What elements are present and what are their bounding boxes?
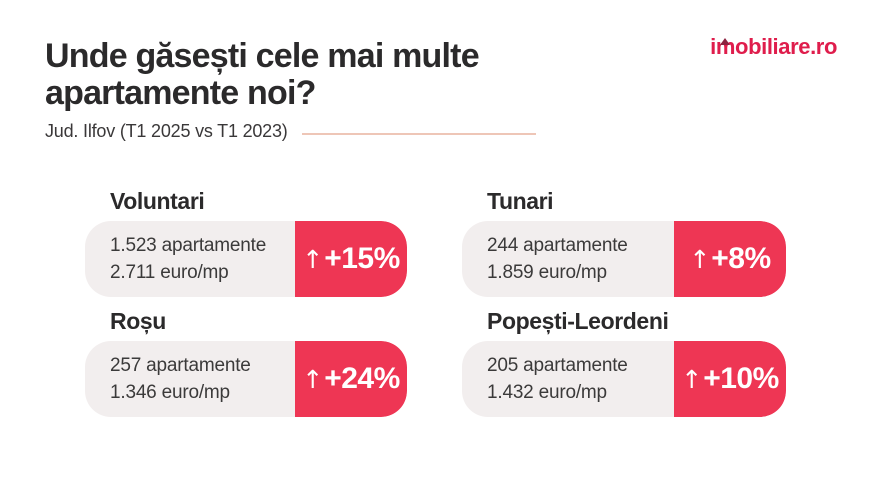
card-tunari: Tunari 244 apartamente 1.859 euro/mp ↑ +… [462, 188, 786, 297]
card-rosu: Roșu 257 apartamente 1.346 euro/mp ↑ +24… [85, 308, 407, 417]
arrow-up-icon: ↑ [302, 364, 324, 394]
logo-part1: i [710, 34, 716, 59]
logo-part3: obiliare.ro [735, 34, 837, 59]
price-per-sqm: 1.859 euro/mp [487, 261, 607, 283]
stat-pill: 205 apartamente 1.432 euro/mp ↑ +10% [462, 341, 786, 417]
apartments-count: 257 apartamente [110, 354, 251, 376]
card-voluntari: Voluntari 1.523 apartamente 2.711 euro/m… [85, 188, 407, 297]
apartments-count: 244 apartamente [487, 234, 628, 256]
stat-pill: 257 apartamente 1.346 euro/mp ↑ +24% [85, 341, 407, 417]
arrow-up-icon: ↑ [681, 364, 703, 394]
change-percent: +8% [711, 242, 771, 275]
page-title: Unde găsești cele mai multe apartamente … [45, 37, 480, 113]
page-title-line2: apartamente noi? [45, 74, 316, 113]
apartments-count: 1.523 apartamente [110, 234, 267, 256]
card-title: Roșu [110, 308, 166, 334]
arrow-up-icon: ↑ [302, 244, 324, 274]
change-badge: ↑ +15% [295, 221, 407, 297]
stat-pill: 244 apartamente 1.859 euro/mp ↑ +8% [462, 221, 786, 297]
apartments-count: 205 apartamente [487, 354, 628, 376]
change-badge: ↑ +8% [674, 221, 786, 297]
change-badge: ↑ +10% [674, 341, 786, 417]
stat-pill: 1.523 apartamente 2.711 euro/mp ↑ +15% [85, 221, 407, 297]
imobiliare-logo: i m obiliare.ro [710, 34, 837, 60]
price-per-sqm: 1.346 euro/mp [110, 381, 230, 403]
stat-pill-info: 257 apartamente 1.346 euro/mp [85, 341, 295, 417]
card-popesti-leordeni: Popești-Leordeni 205 apartamente 1.432 e… [462, 308, 786, 417]
stat-pill-info: 205 apartamente 1.432 euro/mp [462, 341, 674, 417]
card-title: Voluntari [110, 188, 205, 214]
change-badge: ↑ +24% [295, 341, 407, 417]
card-title: Tunari [487, 188, 554, 214]
divider-line [301, 132, 536, 135]
stat-pill-info: 1.523 apartamente 2.711 euro/mp [85, 221, 295, 297]
price-per-sqm: 2.711 euro/mp [110, 261, 229, 283]
price-per-sqm: 1.432 euro/mp [487, 381, 607, 403]
subtitle-row: Jud. Ilfov (T1 2025 vs T1 2023) [45, 121, 536, 142]
change-percent: +10% [703, 362, 779, 395]
house-roof-icon [720, 38, 731, 45]
change-percent: +15% [324, 242, 400, 275]
stat-pill-info: 244 apartamente 1.859 euro/mp [462, 221, 674, 297]
arrow-up-icon: ↑ [689, 244, 711, 274]
subtitle: Jud. Ilfov (T1 2025 vs T1 2023) [45, 121, 288, 141]
page-title-line1: Unde găsești cele mai multe [45, 37, 480, 75]
stats-grid: Voluntari 1.523 apartamente 2.711 euro/m… [85, 188, 786, 417]
logo-part2: m [716, 34, 736, 60]
card-title: Popești-Leordeni [487, 308, 669, 334]
change-percent: +24% [324, 362, 400, 395]
